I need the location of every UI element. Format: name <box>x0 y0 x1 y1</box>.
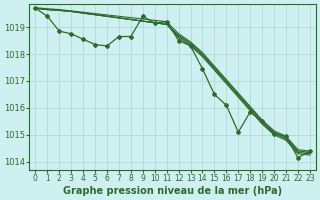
X-axis label: Graphe pression niveau de la mer (hPa): Graphe pression niveau de la mer (hPa) <box>63 186 282 196</box>
